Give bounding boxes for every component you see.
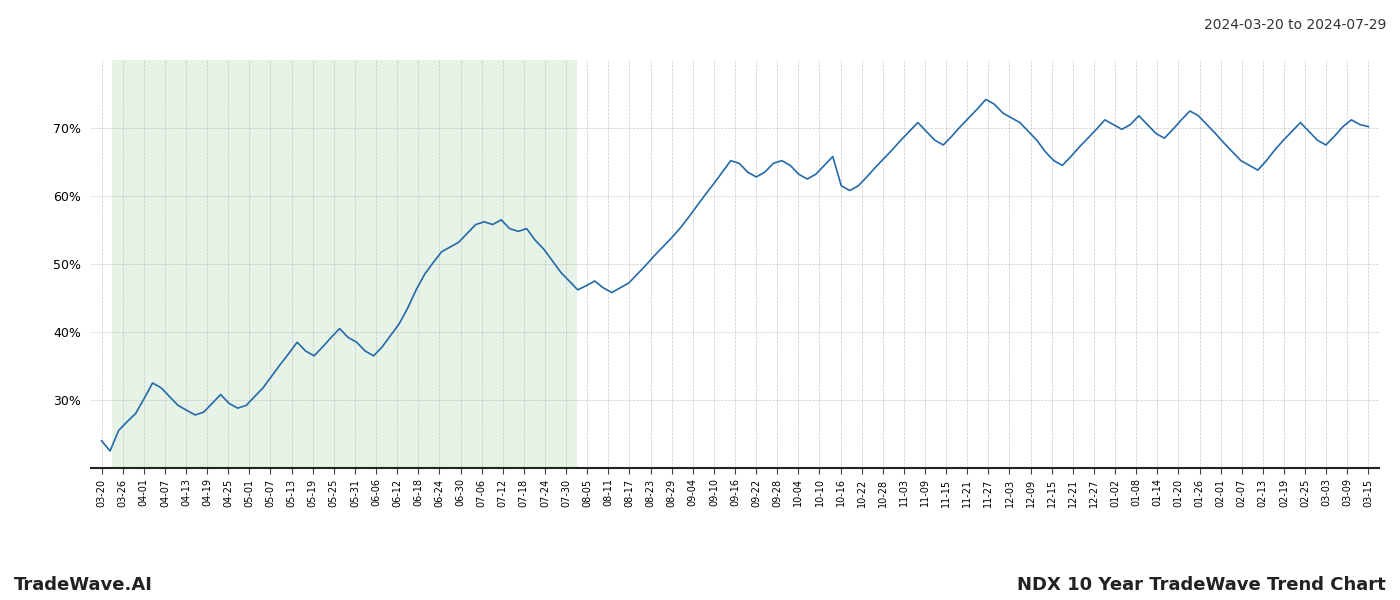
Text: NDX 10 Year TradeWave Trend Chart: NDX 10 Year TradeWave Trend Chart (1018, 576, 1386, 594)
Bar (112, 60, 577, 468)
Text: 2024-03-20 to 2024-07-29: 2024-03-20 to 2024-07-29 (1204, 18, 1386, 32)
Text: TradeWave.AI: TradeWave.AI (14, 576, 153, 594)
